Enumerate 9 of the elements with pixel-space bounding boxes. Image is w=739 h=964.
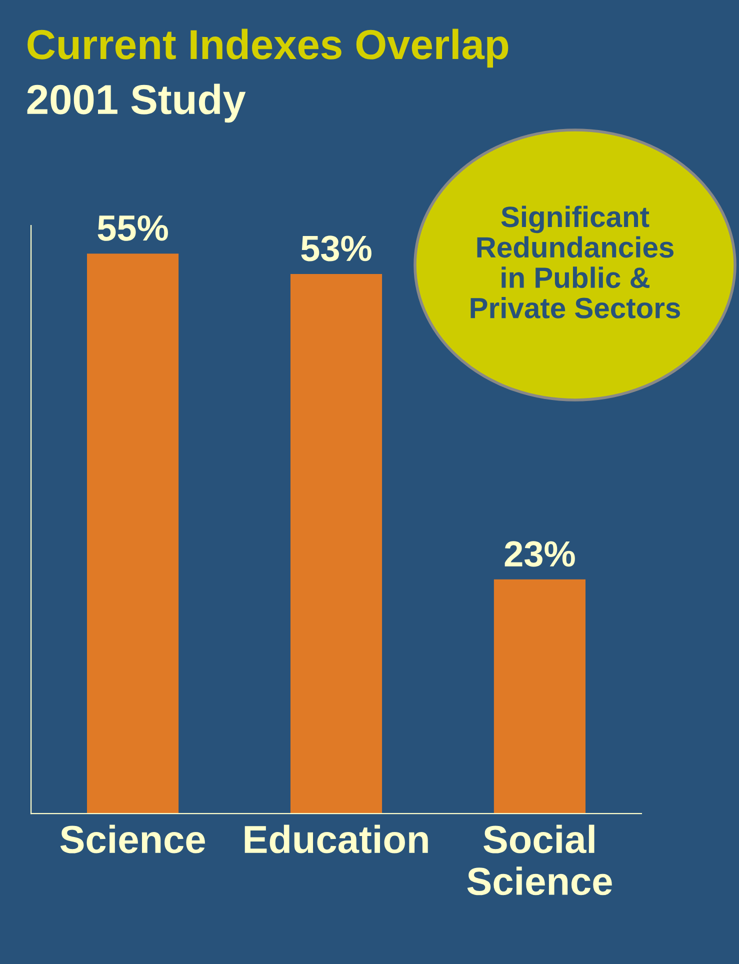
chart-subtitle: 2001 Study — [27, 84, 246, 123]
data-label: 23% — [504, 541, 575, 567]
annotation: Significant Redundancies in Public & Private Sectors — [470, 206, 680, 318]
x-tick-label: Science — [60, 824, 205, 854]
x-tick-label: Social Science — [467, 824, 612, 896]
chart-title: Current Indexes Overlap — [28, 28, 508, 68]
x-tick-label: Education — [244, 824, 428, 854]
data-label: 53% — [301, 236, 372, 262]
data-label: 55% — [98, 215, 168, 241]
